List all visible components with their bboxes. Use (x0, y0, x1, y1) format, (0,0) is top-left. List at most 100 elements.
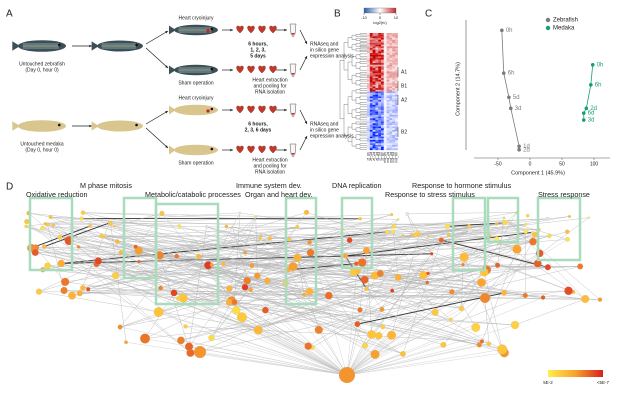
heatmap-cell (378, 141, 382, 144)
network-node (304, 342, 312, 350)
heatmap-cell (386, 36, 390, 39)
heatmap-cell (395, 133, 398, 136)
heatmap-cell (375, 99, 379, 102)
heatmap-cell (386, 138, 390, 141)
heart-icon (236, 25, 244, 34)
heatmap-cell (395, 78, 398, 80)
heatmap-cell (383, 104, 387, 107)
heatmap-cell (375, 108, 379, 110)
network-node (530, 230, 534, 234)
heatmap-cell (375, 71, 379, 74)
heatmap-cell (392, 83, 396, 85)
heatmap-cell (381, 113, 384, 115)
heatmap-cell (369, 41, 373, 44)
heatmap-cell (386, 103, 390, 105)
heatmap-cell (392, 129, 396, 132)
heatmap-cell (372, 83, 376, 85)
heatmap-cell (383, 98, 387, 100)
heatmap-cell (381, 136, 384, 139)
network-edge (285, 232, 418, 284)
heatmap-cell (381, 39, 384, 42)
caption-line: 6 hours, (248, 41, 268, 47)
heatmap-cell (395, 68, 398, 70)
heatmap-cell (383, 78, 387, 80)
network-node (314, 325, 323, 334)
heatmap-cell (395, 119, 398, 122)
heatmap-cell (383, 103, 387, 105)
network-node (231, 299, 238, 306)
network-edge (28, 212, 357, 271)
network-edge (176, 255, 483, 298)
caption-line: Untouched zebrafish (19, 61, 65, 67)
heatmap-cell (369, 39, 373, 42)
data-point (590, 63, 595, 67)
network-edge (402, 240, 442, 354)
network-edge (206, 226, 357, 271)
cluster-label: B1 (401, 83, 407, 89)
heatmap-cell (367, 44, 370, 47)
heatmap-cell (386, 33, 390, 35)
network-edge (345, 231, 533, 257)
network-node (288, 262, 298, 272)
network-node (236, 312, 247, 323)
heatmap-cell (378, 51, 382, 54)
heatmap-cell (367, 73, 370, 75)
heatmap-cell (375, 123, 379, 126)
heatmap-cell (383, 36, 387, 39)
heatmap-cell (383, 129, 387, 132)
heatmap-cell (375, 134, 379, 137)
heatmap-cell (386, 101, 390, 104)
heatmap-cell (369, 69, 373, 72)
network-node (426, 234, 430, 238)
heatmap-cell (372, 131, 376, 134)
network-node (232, 306, 241, 315)
heatmap-cell (372, 93, 376, 95)
heatmap-cell (378, 114, 382, 117)
network-edge (145, 297, 486, 339)
heatmap-cell (367, 86, 370, 89)
heatmap-cell (375, 126, 379, 129)
heatmap-cell (381, 36, 384, 39)
network-edge (346, 297, 544, 376)
network-node (494, 222, 499, 226)
heatmap-cell (375, 38, 379, 40)
heatmap-cell (367, 114, 370, 117)
network-node (380, 324, 386, 330)
heatmap-cell (386, 98, 390, 100)
network-edge (117, 241, 404, 355)
heatmap-cell (386, 133, 390, 136)
dendrogram (355, 97, 360, 104)
heatmap-cell (378, 99, 382, 102)
heatmap-cell (369, 64, 373, 67)
heatmap-cell (386, 89, 390, 92)
network-node (238, 211, 242, 215)
heatmap-cell (389, 71, 393, 74)
colorbar-label: 5E-2 (543, 380, 553, 385)
heatmap-cell (369, 143, 373, 146)
tube-icon (289, 143, 297, 158)
heatmap-cell (395, 98, 398, 100)
heatmap-cell (383, 88, 387, 90)
heatmap-cell (381, 148, 384, 151)
data-point (517, 144, 521, 149)
heatmap-cell (372, 56, 376, 59)
network-edge (199, 266, 581, 353)
term-label: Organ and heart dev. (245, 190, 312, 199)
network-node (440, 341, 447, 348)
heatmap-cell (383, 39, 387, 42)
heatmap-cell (395, 46, 398, 49)
heatmap-cell (392, 39, 396, 42)
heatmap-cell (367, 123, 370, 126)
heart-icon (247, 25, 255, 34)
network-node (438, 237, 444, 243)
network-node (57, 234, 63, 240)
network-node (221, 262, 226, 267)
heatmap-cell (392, 128, 396, 131)
network-node (248, 287, 253, 293)
network-edge (265, 310, 348, 376)
cluster-box (284, 196, 318, 306)
heatmap-cell (392, 33, 396, 35)
network-node (379, 306, 385, 312)
heatmap-cell (378, 68, 382, 70)
tube-icon (289, 103, 297, 118)
